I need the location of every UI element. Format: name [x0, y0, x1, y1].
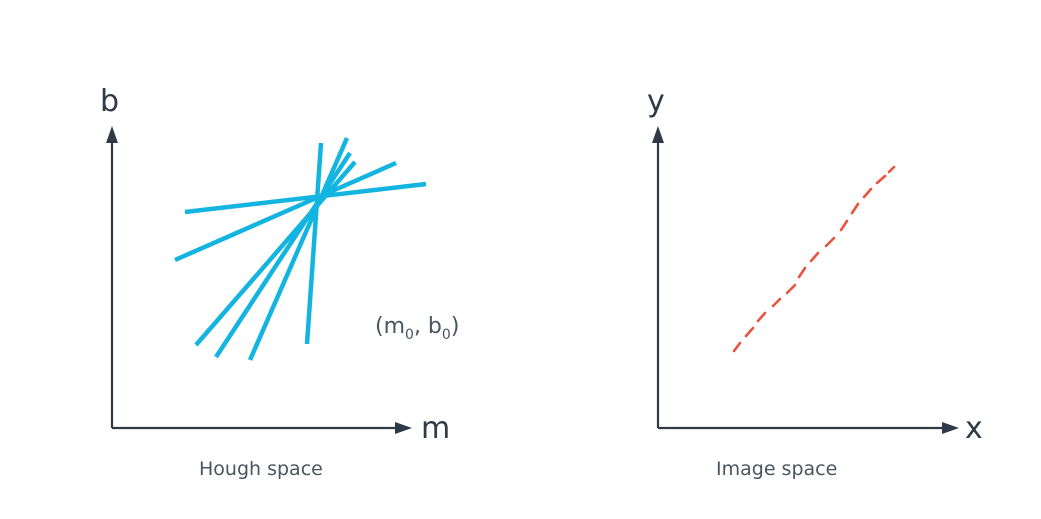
- image-y-arrow-icon: [652, 126, 664, 143]
- hough-line: [214, 151, 352, 359]
- edge-dash: [862, 187, 873, 199]
- hough-line: [184, 181, 427, 215]
- hough-lines: [174, 137, 427, 361]
- image-space-caption: Image space: [716, 458, 837, 480]
- edge-dash: [809, 251, 820, 263]
- edge-dash: [875, 174, 887, 185]
- detected-edge-segments: [732, 165, 896, 353]
- edge-dash: [756, 311, 767, 323]
- edge-dash: [744, 326, 755, 338]
- hough-line: [194, 160, 357, 347]
- hough-space-caption: Hough space: [199, 458, 323, 480]
- image-x-arrow-icon: [942, 422, 959, 434]
- hough-axes: [106, 126, 412, 434]
- image-x-axis-label: x: [965, 411, 983, 446]
- edge-dash: [839, 219, 849, 232]
- hough-x-axis-label: m: [421, 411, 450, 446]
- edge-dash: [732, 341, 742, 353]
- intersection-point-label: (m0, b0): [375, 314, 459, 343]
- edge-dash: [771, 297, 782, 308]
- hough-line: [304, 142, 324, 345]
- edge-dash: [785, 283, 797, 295]
- image-space-panel: y x Image space: [647, 84, 983, 480]
- hough-space-panel: b m (m0, b0) Hough space: [100, 84, 459, 480]
- hough-y-arrow-icon: [106, 126, 118, 143]
- image-y-axis-label: y: [647, 84, 665, 119]
- edge-dash: [850, 202, 860, 215]
- hough-line: [247, 137, 350, 361]
- edge-dash: [797, 266, 807, 279]
- edge-dash: [887, 165, 896, 174]
- hough-line: [174, 160, 397, 263]
- edge-dash: [824, 236, 836, 248]
- hough-x-arrow-icon: [395, 422, 412, 434]
- hough-y-axis-label: b: [100, 84, 119, 119]
- image-axes: [652, 126, 959, 434]
